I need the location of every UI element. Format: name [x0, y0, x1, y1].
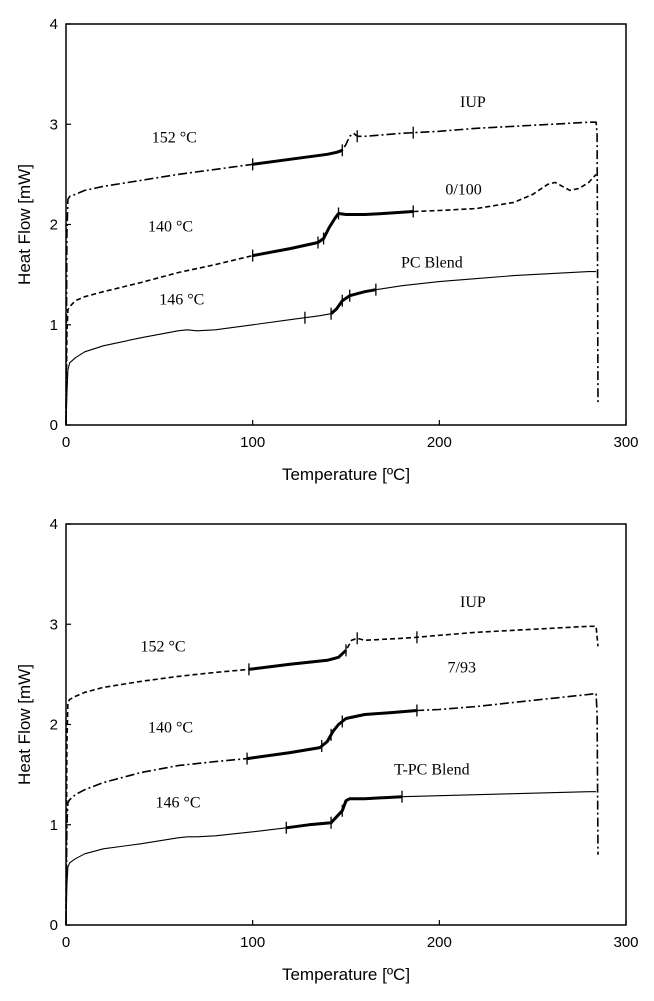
- y-tick-label: 3: [50, 616, 58, 633]
- annotation-t-pc-blend: T-PC Blend: [394, 762, 469, 779]
- y-tick-label: 0: [50, 417, 58, 434]
- y-tick-label: 1: [50, 317, 58, 334]
- y-tick-label: 2: [50, 717, 58, 734]
- series-transition-0-100: [252, 210, 414, 258]
- series-line-t-pc-blend: [65, 791, 597, 926]
- annotation-iup: IUP: [460, 94, 486, 111]
- x-axis-title: Temperature [ºC]: [282, 465, 410, 484]
- series-transition-t-pc-blend: [286, 795, 403, 830]
- annotation-iup: IUP: [460, 594, 486, 611]
- annotation-152-c: 152 °C: [141, 638, 186, 655]
- y-tick-label: 4: [50, 516, 58, 533]
- x-tick-label: 100: [240, 434, 265, 451]
- x-axis-title: Temperature [ºC]: [282, 965, 410, 984]
- annotation-7-93: 7/93: [448, 659, 476, 676]
- annotation-152-c: 152 °C: [152, 129, 197, 146]
- chart-top-svg: 0 100 200 300 0 1 2 3 4 Temperature [ºC] Heat Flow…: [15, 16, 639, 484]
- series-transition-7-93: [246, 709, 418, 761]
- series-line-7-93: [65, 692, 599, 926]
- y-axis-title: Heat Flow [mW]: [15, 164, 34, 285]
- y-tick-label: 1: [50, 817, 58, 834]
- dsc-chart-top: 0 100 200 300 0 1 2 3 4 Temperature [ºC] Heat Flow…: [0, 0, 654, 500]
- annotation-0-100: 0/100: [445, 181, 481, 198]
- x-tick-label: 300: [613, 934, 638, 951]
- series-line-pc-blend: [65, 271, 597, 426]
- annotation-140-c: 140 °C: [148, 720, 193, 737]
- series-transition-iup: [248, 649, 348, 671]
- y-tick-label: 4: [50, 16, 58, 33]
- annotation-pc-blend: PC Blend: [401, 255, 463, 272]
- x-tick-label: 300: [613, 434, 638, 451]
- dsc-chart-bottom: 0 100 200 300 0 1 2 3 4 Temperature [ºC] Heat Flow…: [0, 500, 654, 1000]
- y-tick-label: 0: [50, 917, 58, 934]
- annotation-146-c: 146 °C: [155, 795, 200, 812]
- x-tick-label: 0: [62, 434, 70, 451]
- y-tick-label: 3: [50, 116, 58, 133]
- series-line-iup: [65, 121, 599, 426]
- y-axis-title: Heat Flow [mW]: [15, 664, 34, 785]
- annotation-140-c: 140 °C: [148, 219, 193, 236]
- annotation-146-c: 146 °C: [159, 292, 204, 309]
- series-transition-pc-blend: [330, 288, 377, 315]
- x-tick-label: 0: [62, 934, 70, 951]
- x-tick-label: 200: [427, 434, 452, 451]
- series-transition-iup: [252, 148, 343, 166]
- series-line-0-100: [65, 173, 597, 426]
- x-tick-label: 100: [240, 934, 265, 951]
- series-line-iup: [65, 625, 599, 926]
- y-tick-label: 2: [50, 217, 58, 234]
- x-tick-label: 200: [427, 934, 452, 951]
- chart-bottom-svg: 0 100 200 300 0 1 2 3 4 Temperature [ºC] Heat Flow…: [15, 516, 639, 984]
